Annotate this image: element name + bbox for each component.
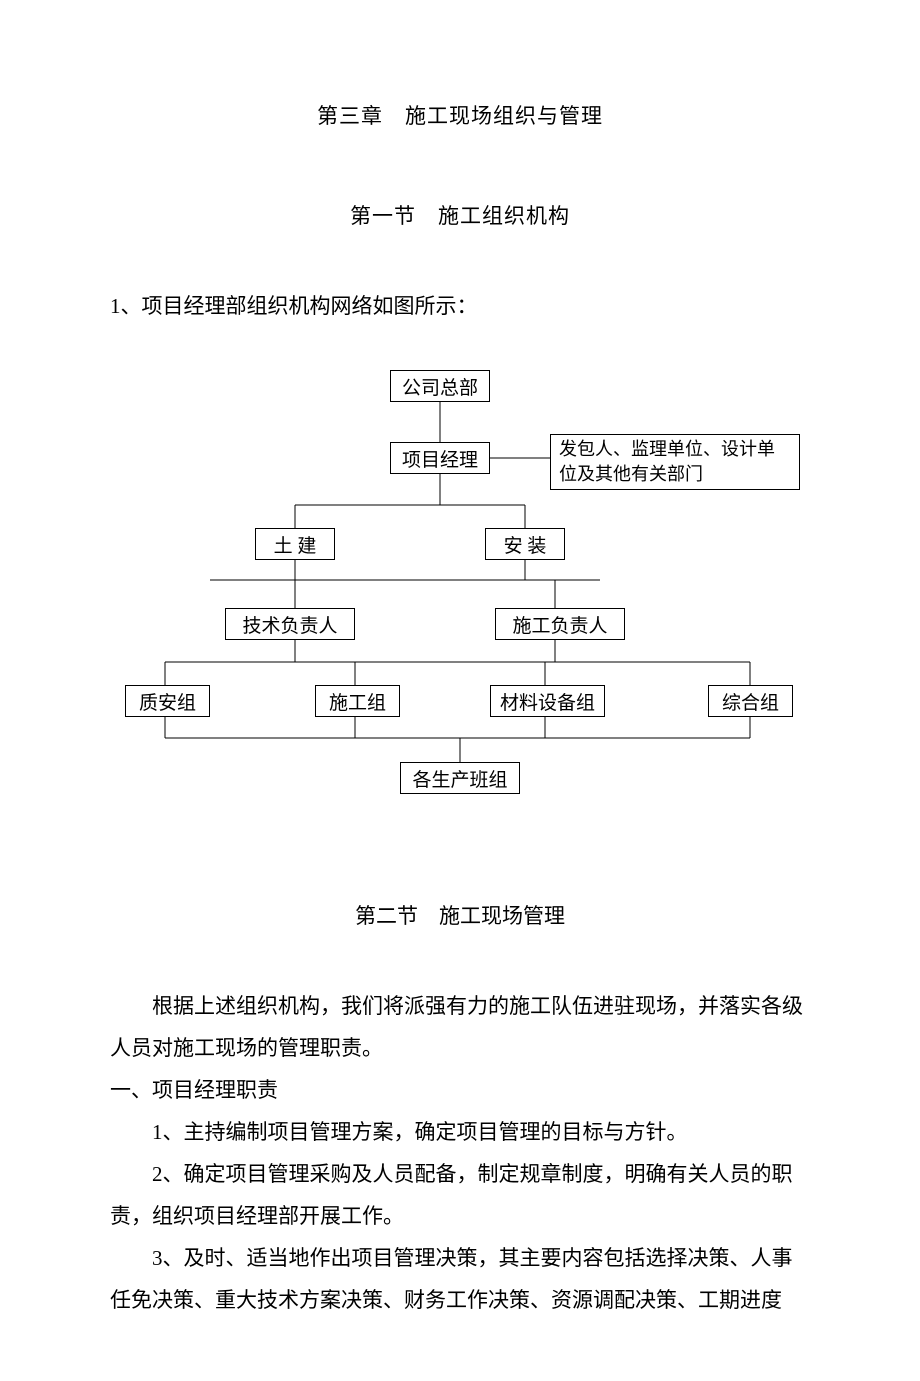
body-text: 根据上述组织机构，我们将派强有力的施工队伍进驻现场，并落实各级人员对施工现场的管… [110,985,810,1321]
node-teams: 各生产班组 [400,762,520,794]
duty-1: 1、主持编制项目管理方案，确定项目管理的目标与方针。 [110,1111,810,1153]
node-qa: 质安组 [125,685,210,717]
intro-line: 1、项目经理部组织机构网络如图所示： [110,290,810,320]
section2-title: 第二节 施工现场管理 [110,900,810,930]
node-pm: 项目经理 [390,442,490,474]
node-tech-lead: 技术负责人 [225,608,355,640]
node-hq: 公司总部 [390,370,490,402]
section2-intro: 根据上述组织机构，我们将派强有力的施工队伍进驻现场，并落实各级人员对施工现场的管… [110,985,810,1069]
node-cons-group: 施工组 [315,685,400,717]
node-material: 材料设备组 [490,685,605,717]
org-chart: 公司总部 项目经理 发包人、监理单位、设计单位及其他有关部门 土 建 安 装 技… [110,370,810,790]
node-civil: 土 建 [255,528,335,560]
node-external: 发包人、监理单位、设计单位及其他有关部门 [550,434,800,490]
node-general: 综合组 [708,685,793,717]
node-cons-lead: 施工负责人 [495,608,625,640]
duty-3: 3、及时、适当地作出项目管理决策，其主要内容包括选择决策、人事任免决策、重大技术… [110,1237,810,1321]
section1-title: 第一节 施工组织机构 [110,200,810,230]
duty-2: 2、确定项目管理采购及人员配备，制定规章制度，明确有关人员的职责，组织项目经理部… [110,1153,810,1237]
chapter-title: 第三章 施工现场组织与管理 [110,100,810,130]
node-install: 安 装 [485,528,565,560]
heading-pm-duties: 一、项目经理职责 [110,1069,810,1111]
org-chart-lines [110,370,810,790]
